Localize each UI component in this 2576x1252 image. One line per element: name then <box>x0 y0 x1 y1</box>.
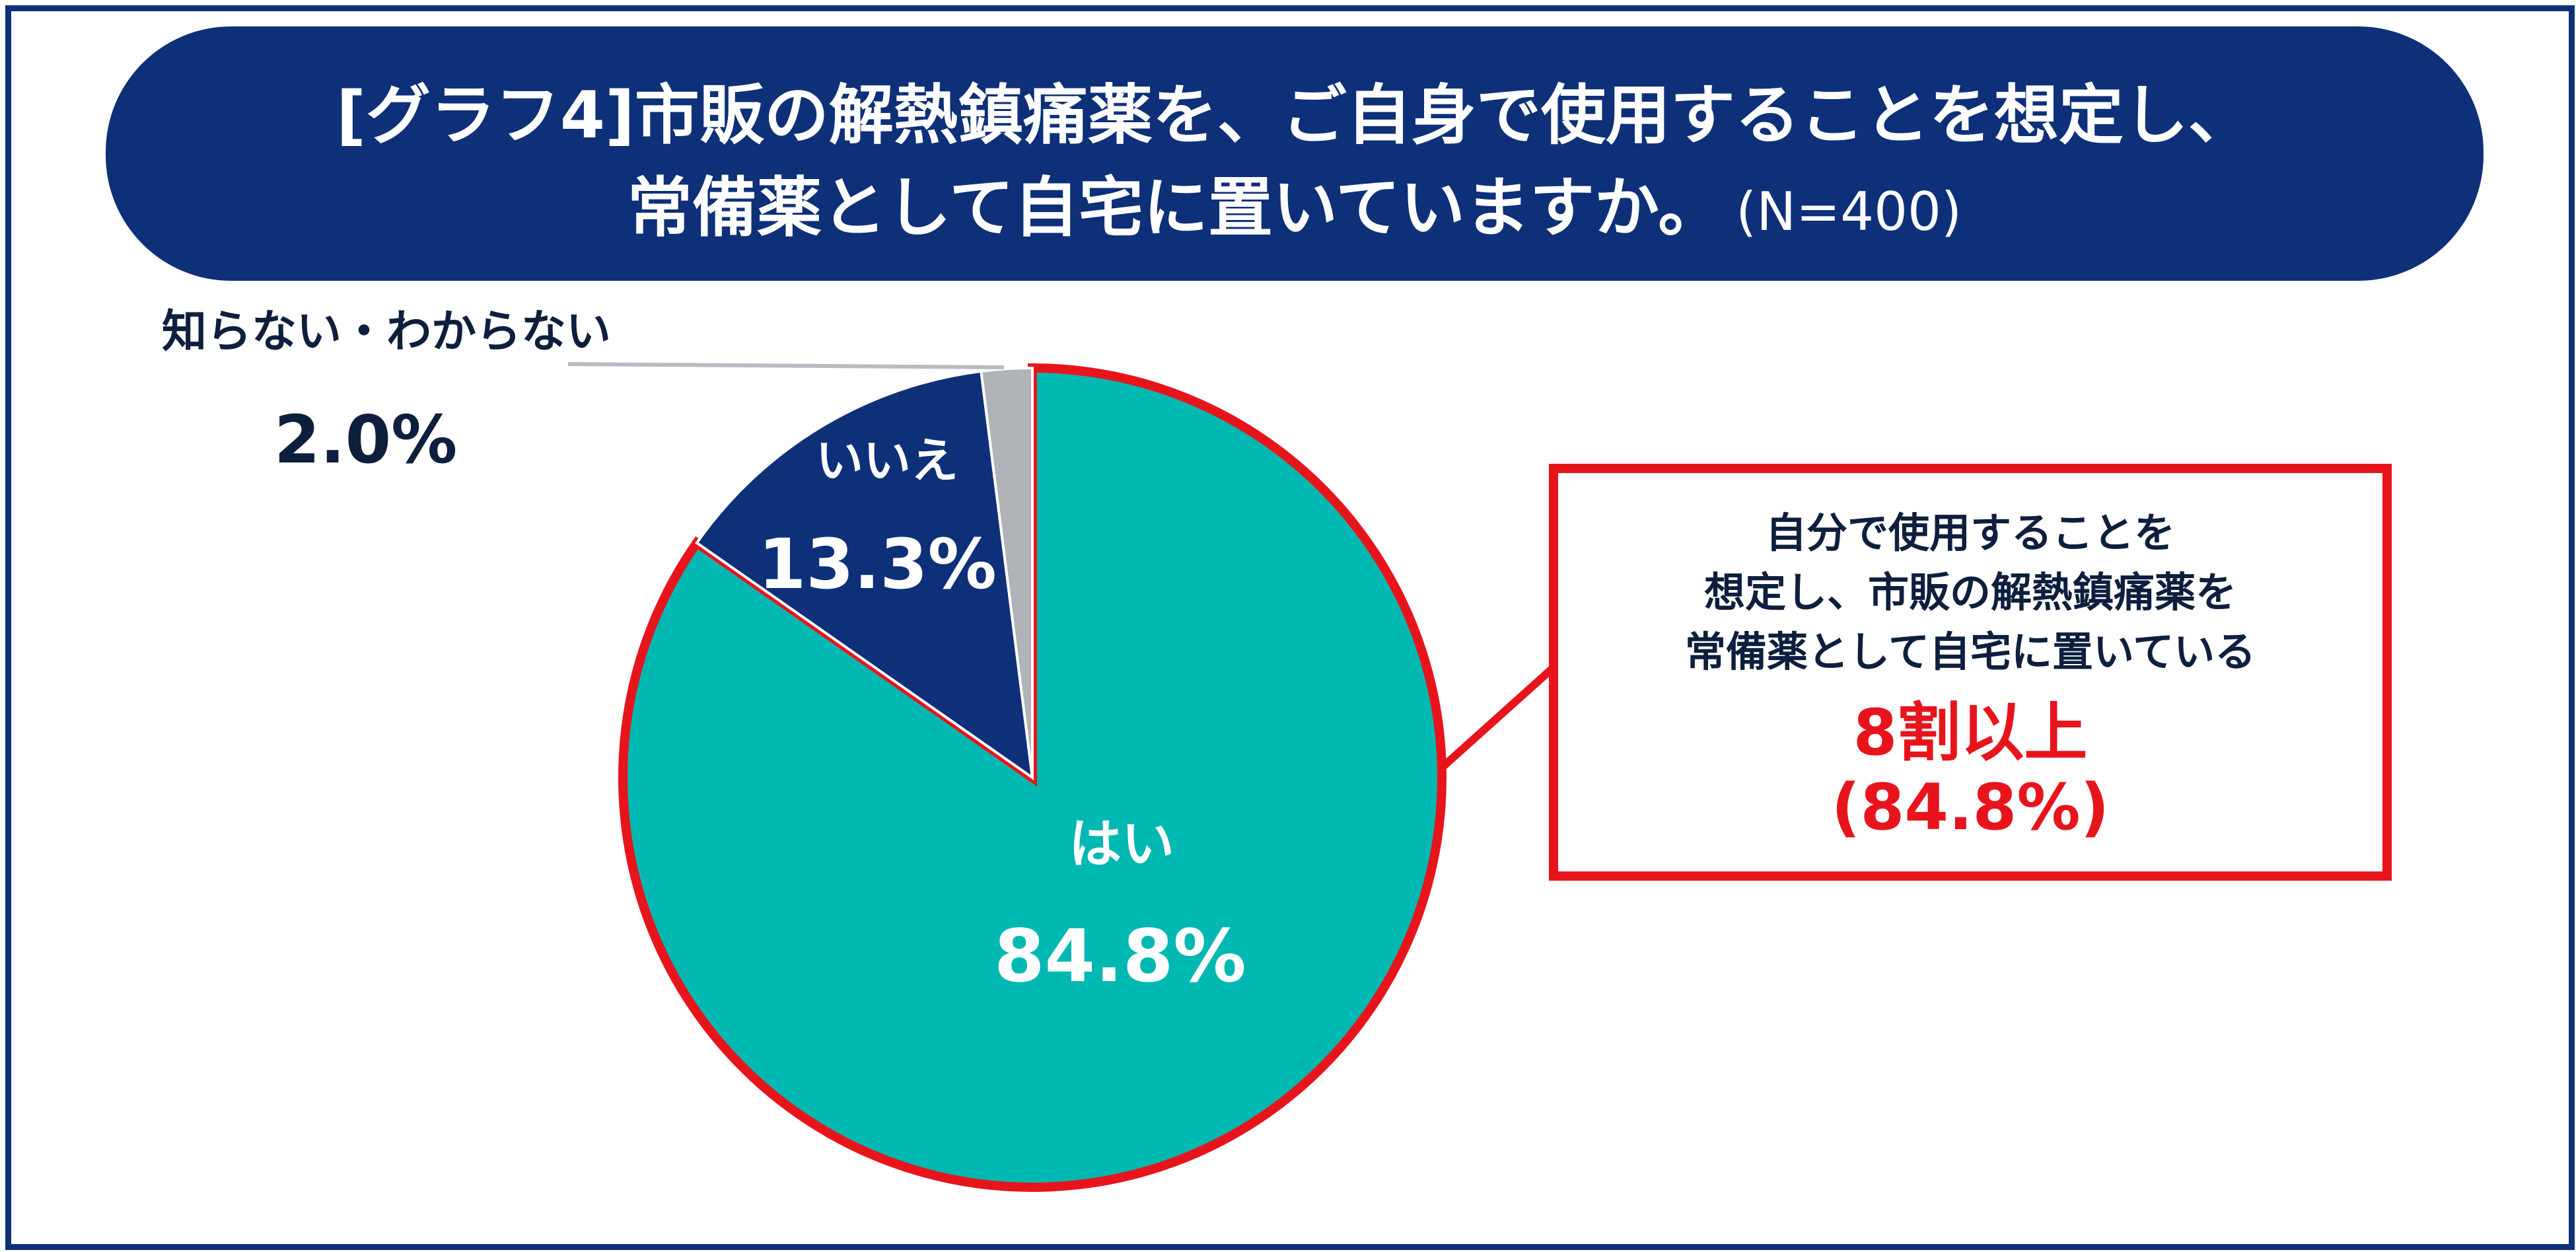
chart-title-line2-text: 常備薬として自宅に置いていますか。 <box>627 170 1723 246</box>
slice-label-no-value: 13.3% <box>758 524 997 605</box>
chart-title-line1: [グラフ4]市販の解熱鎮痛薬を、ご自身で使用することを想定し、 <box>336 78 2253 153</box>
callout-highlight-percent: (84.8%) <box>1831 770 2110 844</box>
callout-box: 自分で使用することを 想定し、市販の解熱鎮痛薬を 常備薬として自宅に置いている … <box>1549 464 2392 881</box>
callout-line2: 想定し、市販の解熱鎮痛薬を <box>1703 568 2236 616</box>
callout-line3: 常備薬として自宅に置いている <box>1684 628 2256 676</box>
callout-connector <box>1440 665 1556 770</box>
slice-label-no-name: いいえ <box>816 433 958 488</box>
sample-size-label: (N=400) <box>1736 181 1962 242</box>
slice-label-unknown-name: 知らない・わからない <box>162 306 611 358</box>
chart-title-line2: 常備薬として自宅に置いていますか。 (N=400) <box>106 170 2484 246</box>
callout-line1: 自分で使用することを <box>1765 509 2175 557</box>
leader-line-unknown <box>567 362 1005 369</box>
callout-highlight: 8割以上 <box>1853 696 2088 770</box>
slice-label-yes-name: はい <box>1069 813 1174 875</box>
slice-label-unknown-value: 2.0% <box>274 401 457 478</box>
slice-label-yes-value: 84.8% <box>994 914 1246 998</box>
title-banner: [グラフ4]市販の解熱鎮痛薬を、ご自身で使用することを想定し、 常備薬として自宅… <box>106 26 2484 281</box>
pie-slices <box>618 363 1447 1192</box>
pie-slice-unknown <box>980 366 1034 778</box>
pie-slice-highlight-outline <box>618 363 1447 1192</box>
pie-slice-no <box>695 369 1034 781</box>
